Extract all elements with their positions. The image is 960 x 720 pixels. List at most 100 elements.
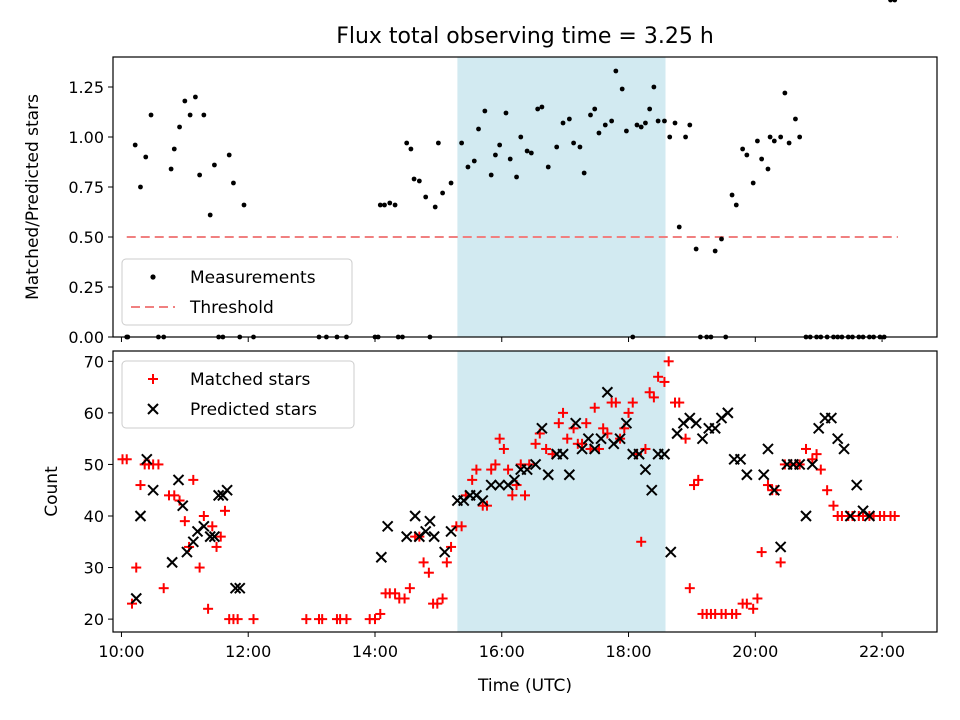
matched-star-point <box>456 521 467 532</box>
matched-star-point <box>623 407 634 418</box>
predicted-star-point <box>130 592 142 605</box>
predicted-star-point <box>166 556 178 569</box>
measurement-point <box>638 124 644 130</box>
predicted-star-point <box>212 489 225 502</box>
matched-star-point <box>341 614 352 625</box>
predicted-star-point <box>665 546 677 558</box>
predicted-star-point <box>758 469 770 481</box>
measurement-point <box>609 118 615 124</box>
count-x-ticks: 10:00 12:00 14:00 16:00 18:00 20:00 22:00 <box>98 632 905 661</box>
matched-star-point <box>121 454 132 465</box>
predicted-star-point <box>172 474 185 486</box>
cross-marker-b <box>806 458 819 471</box>
cross-marker-b <box>671 427 683 440</box>
x-tick-label: 22:00 <box>859 642 905 661</box>
count-y-axis-label: Count <box>42 466 62 517</box>
matched-star-point <box>598 423 609 434</box>
measurement-point <box>482 108 488 114</box>
measurement-point <box>778 134 784 140</box>
measurement-point <box>672 120 678 126</box>
cross-marker-b <box>589 443 601 455</box>
measurement-point <box>767 134 773 140</box>
predicted-star-point <box>439 546 451 558</box>
cross-marker-b <box>601 386 614 398</box>
measurement-point <box>493 152 498 158</box>
predicted-star-point <box>508 474 521 486</box>
cross-marker-b <box>844 510 857 522</box>
matched-star-point <box>822 485 833 496</box>
predicted-star-point <box>709 422 721 435</box>
ratio-panel: 0.00 0.25 0.50 0.75 1.00 1.25 Matched/Predict… <box>23 0 938 347</box>
measurement-point <box>212 162 217 168</box>
predicted-star-point <box>400 530 413 543</box>
measurement-point <box>729 192 735 198</box>
cross-marker-b <box>428 530 440 543</box>
matched-star-point <box>390 588 401 599</box>
legend-predicted-label: Predicted stars <box>190 400 317 420</box>
measurement-point <box>182 98 188 104</box>
cross-marker-b <box>187 536 199 548</box>
cross-marker-b <box>774 541 787 553</box>
matched-star-point <box>581 418 592 429</box>
measurement-point <box>581 170 587 176</box>
matched-star-point <box>179 516 190 527</box>
cross-marker-b <box>221 484 233 496</box>
matched-star-point <box>446 541 457 552</box>
cross-marker-b <box>851 479 863 491</box>
matched-stars-points <box>117 356 900 625</box>
matched-star-point <box>636 536 647 547</box>
predicted-star-point <box>187 536 199 548</box>
observing-window-span <box>457 57 666 337</box>
measurement-point <box>662 118 667 124</box>
count-panel-frame <box>112 350 938 633</box>
matched-star-point <box>432 598 443 609</box>
measurement-point <box>545 164 551 170</box>
cross-marker-b <box>198 520 210 533</box>
matched-star-point <box>131 562 142 573</box>
measurement-point <box>647 106 653 112</box>
measurement-point <box>592 106 598 112</box>
predicted-star-point <box>409 510 421 522</box>
measurement-point <box>241 202 247 208</box>
cross-marker-b <box>419 525 432 538</box>
cross-marker-b <box>424 515 436 527</box>
matched-star-point <box>640 443 651 454</box>
matched-star-point <box>663 356 674 367</box>
ratio-panel-frame <box>112 56 938 338</box>
cross-marker-b <box>639 463 652 476</box>
measurement-point <box>643 120 648 126</box>
predicted-star-point <box>722 407 734 419</box>
measurement-point <box>744 152 750 158</box>
measurement-point <box>138 184 143 190</box>
predicted-star-point <box>614 432 626 445</box>
predicted-star-point <box>671 427 683 440</box>
predicted-star-point <box>851 479 863 491</box>
predicted-star-point <box>696 432 709 445</box>
measurement-point <box>411 176 417 182</box>
matched-star-point <box>748 603 759 614</box>
measurement-point <box>676 224 682 230</box>
cross-marker-b <box>181 546 193 558</box>
matched-star-point <box>558 407 569 418</box>
y-tick-label: 0.00 <box>68 328 104 347</box>
cross-marker-b <box>212 489 225 502</box>
cross-marker-b <box>684 412 696 424</box>
measurement-point <box>143 154 149 160</box>
predicted-star-point <box>793 458 806 471</box>
cross-marker-b <box>595 432 607 445</box>
cross-marker-b <box>470 489 483 502</box>
measurement-point <box>596 130 602 136</box>
measurement-point <box>634 122 640 128</box>
matched-star-point <box>756 547 767 558</box>
measurement-point <box>750 180 756 186</box>
measurement-point <box>892 0 898 3</box>
cross-marker-b <box>831 432 844 445</box>
measurement-point <box>560 120 566 126</box>
predicted-star-point <box>774 541 787 553</box>
matched-star-point <box>215 531 226 542</box>
predicted-star-point <box>601 386 614 398</box>
x-tick-label: 18:00 <box>605 642 651 661</box>
measurement-point <box>408 146 414 152</box>
predicted-star-point <box>419 525 432 538</box>
